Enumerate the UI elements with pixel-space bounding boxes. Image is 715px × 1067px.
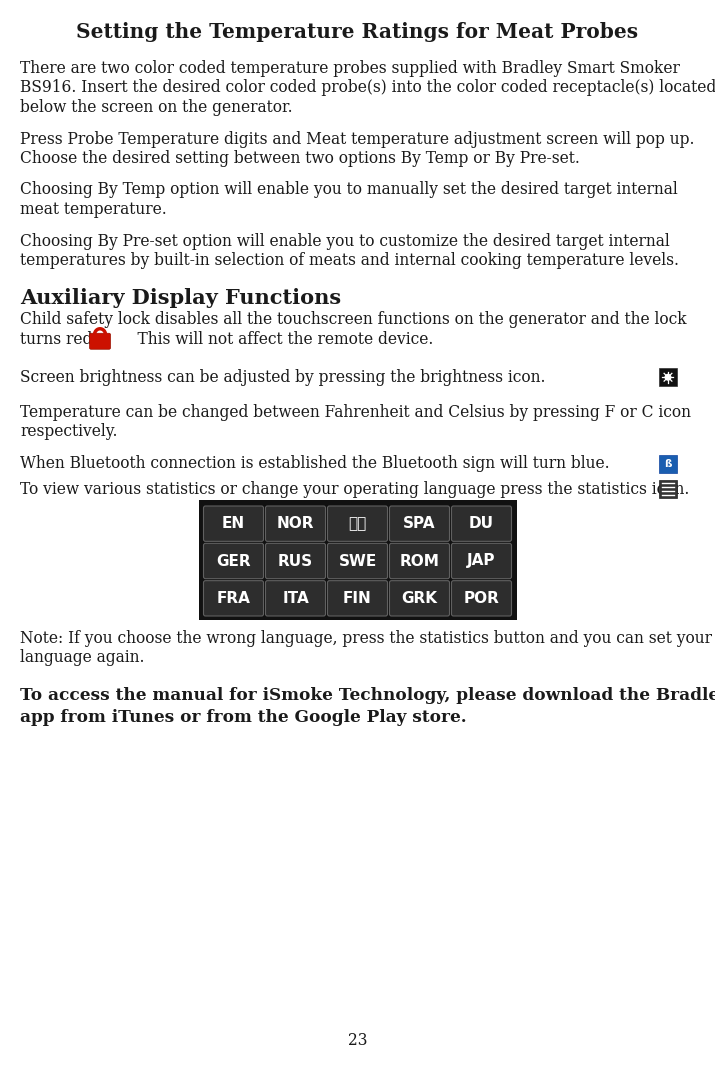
FancyBboxPatch shape bbox=[327, 580, 388, 616]
Text: Child safety lock disables all the touchscreen functions on the generator and th: Child safety lock disables all the touch… bbox=[20, 312, 686, 329]
Text: ß: ß bbox=[664, 459, 671, 468]
FancyBboxPatch shape bbox=[204, 580, 264, 616]
Text: 23: 23 bbox=[347, 1032, 368, 1049]
FancyBboxPatch shape bbox=[327, 506, 388, 541]
Text: POR: POR bbox=[463, 591, 500, 606]
Circle shape bbox=[665, 375, 671, 380]
FancyBboxPatch shape bbox=[265, 543, 325, 578]
Text: 中文: 中文 bbox=[348, 516, 367, 531]
FancyBboxPatch shape bbox=[659, 368, 677, 386]
Text: ROM: ROM bbox=[400, 554, 440, 569]
FancyBboxPatch shape bbox=[265, 506, 325, 541]
Text: EN: EN bbox=[222, 516, 245, 531]
Text: language again.: language again. bbox=[20, 650, 144, 667]
FancyBboxPatch shape bbox=[390, 506, 450, 541]
FancyBboxPatch shape bbox=[659, 480, 677, 498]
Text: GER: GER bbox=[216, 554, 251, 569]
Text: Choosing By Pre-set option will enable you to customize the desired target inter: Choosing By Pre-set option will enable y… bbox=[20, 233, 670, 250]
Text: RUS: RUS bbox=[278, 554, 313, 569]
FancyBboxPatch shape bbox=[89, 333, 111, 349]
Text: meat temperature.: meat temperature. bbox=[20, 201, 167, 218]
Text: Auxiliary Display Functions: Auxiliary Display Functions bbox=[20, 287, 341, 307]
Text: below the screen on the generator.: below the screen on the generator. bbox=[20, 99, 292, 116]
Text: app from iTunes or from the Google Play store.: app from iTunes or from the Google Play … bbox=[20, 710, 467, 727]
Text: Temperature can be changed between Fahrenheit and Celsius by pressing F or C ico: Temperature can be changed between Fahre… bbox=[20, 404, 691, 421]
Text: To view various statistics or change your operating language press the statistic: To view various statistics or change you… bbox=[20, 480, 689, 497]
Text: Choosing By Temp option will enable you to manually set the desired target inter: Choosing By Temp option will enable you … bbox=[20, 181, 678, 198]
Text: DU: DU bbox=[469, 516, 494, 531]
Text: GRK: GRK bbox=[402, 591, 438, 606]
Text: This will not affect the remote device.: This will not affect the remote device. bbox=[118, 331, 433, 348]
Text: Choose the desired setting between two options By Temp or By Pre-set.: Choose the desired setting between two o… bbox=[20, 150, 580, 168]
Text: temperatures by built-in selection of meats and internal cooking temperature lev: temperatures by built-in selection of me… bbox=[20, 252, 679, 269]
Text: BS916. Insert the desired color coded probe(s) into the color coded receptacle(s: BS916. Insert the desired color coded pr… bbox=[20, 80, 715, 96]
Text: ITA: ITA bbox=[282, 591, 309, 606]
Text: turns red.: turns red. bbox=[20, 331, 97, 348]
FancyBboxPatch shape bbox=[451, 543, 511, 578]
Text: To access the manual for iSmoke Technology, please download the Bradley iSmoke: To access the manual for iSmoke Technolo… bbox=[20, 687, 715, 704]
FancyBboxPatch shape bbox=[390, 543, 450, 578]
Text: Note: If you choose the wrong language, press the statistics button and you can : Note: If you choose the wrong language, … bbox=[20, 630, 712, 647]
FancyBboxPatch shape bbox=[451, 580, 511, 616]
Text: When Bluetooth connection is established the Bluetooth sign will turn blue.: When Bluetooth connection is established… bbox=[20, 455, 610, 472]
FancyBboxPatch shape bbox=[327, 543, 388, 578]
Text: respectively.: respectively. bbox=[20, 424, 117, 441]
Text: NOR: NOR bbox=[277, 516, 315, 531]
Text: FRA: FRA bbox=[217, 591, 250, 606]
FancyBboxPatch shape bbox=[390, 580, 450, 616]
FancyBboxPatch shape bbox=[204, 506, 264, 541]
FancyBboxPatch shape bbox=[199, 500, 516, 620]
Text: JAP: JAP bbox=[467, 554, 495, 569]
Text: SPA: SPA bbox=[403, 516, 435, 531]
Text: SWE: SWE bbox=[338, 554, 377, 569]
FancyBboxPatch shape bbox=[204, 543, 264, 578]
Text: Press Probe Temperature digits and Meat temperature adjustment screen will pop u: Press Probe Temperature digits and Meat … bbox=[20, 130, 694, 147]
Text: FIN: FIN bbox=[343, 591, 372, 606]
Text: Setting the Temperature Ratings for Meat Probes: Setting the Temperature Ratings for Meat… bbox=[77, 22, 638, 42]
FancyBboxPatch shape bbox=[265, 580, 325, 616]
Text: Screen brightness can be adjusted by pressing the brightness icon.: Screen brightness can be adjusted by pre… bbox=[20, 368, 546, 385]
FancyBboxPatch shape bbox=[451, 506, 511, 541]
FancyBboxPatch shape bbox=[659, 455, 677, 473]
Text: There are two color coded temperature probes supplied with Bradley Smart Smoker: There are two color coded temperature pr… bbox=[20, 60, 680, 77]
